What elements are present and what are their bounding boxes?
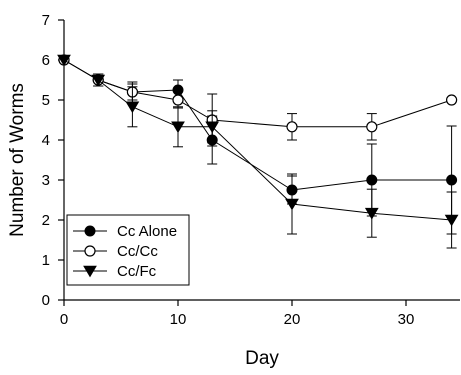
series-cc-alone xyxy=(58,54,458,235)
series-line xyxy=(63,59,452,221)
legend-label: Cc/Cc xyxy=(117,243,158,260)
y-tick-label: 3 xyxy=(42,172,50,189)
legend-marker xyxy=(84,225,96,237)
data-point xyxy=(286,121,298,133)
legend-entry-cc-cc: Cc/Cc xyxy=(73,243,158,260)
y-tick-label: 5 xyxy=(42,92,50,109)
legend: Cc Alone Cc/Cc Cc/Fc xyxy=(66,214,190,286)
y-tick-label: 1 xyxy=(42,252,50,269)
data-point xyxy=(285,198,299,211)
series-line xyxy=(63,59,452,128)
legend-entry-cc-fc: Cc/Fc xyxy=(73,263,157,280)
data-point xyxy=(171,121,185,134)
data-point xyxy=(205,121,220,134)
y-tick-label: 0 xyxy=(42,292,50,309)
data-point xyxy=(446,94,458,106)
series-cc-fc xyxy=(57,54,459,249)
y-tick-label: 4 xyxy=(42,132,50,149)
y-tick-label: 2 xyxy=(42,212,50,229)
x-tick-label: 10 xyxy=(170,311,187,328)
y-axis-title: Number of Worms xyxy=(7,83,28,237)
x-tick-label: 30 xyxy=(398,311,415,328)
legend-entries: Cc Alone Cc/Cc Cc/Fc xyxy=(73,223,177,280)
data-point xyxy=(366,174,378,186)
legend-entry-cc-alone: Cc Alone xyxy=(73,223,177,240)
x-tick-label: 0 xyxy=(60,311,68,328)
data-point xyxy=(125,101,140,114)
data-point xyxy=(364,207,379,220)
legend-marker xyxy=(84,245,96,257)
y-tick-label: 6 xyxy=(42,52,50,69)
legend-label: Cc Alone xyxy=(117,223,177,240)
data-point xyxy=(57,54,71,67)
tick-marks xyxy=(58,19,407,306)
data-point xyxy=(446,174,458,186)
data-point xyxy=(444,214,459,227)
data-point xyxy=(366,121,378,133)
x-tick-label: 20 xyxy=(284,311,301,328)
legend-marker xyxy=(83,265,97,278)
x-axis-title: Day xyxy=(245,348,279,369)
data-point xyxy=(172,94,184,106)
axes xyxy=(63,20,460,301)
series-layer xyxy=(57,54,459,249)
data-point xyxy=(91,74,106,87)
legend-label: Cc/Fc xyxy=(117,263,157,280)
tick-labels: 0 1 2 3 4 5 6 7 0 10 20 30 xyxy=(42,12,415,328)
series-cc-cc xyxy=(58,54,458,147)
y-tick-label: 7 xyxy=(42,12,50,29)
